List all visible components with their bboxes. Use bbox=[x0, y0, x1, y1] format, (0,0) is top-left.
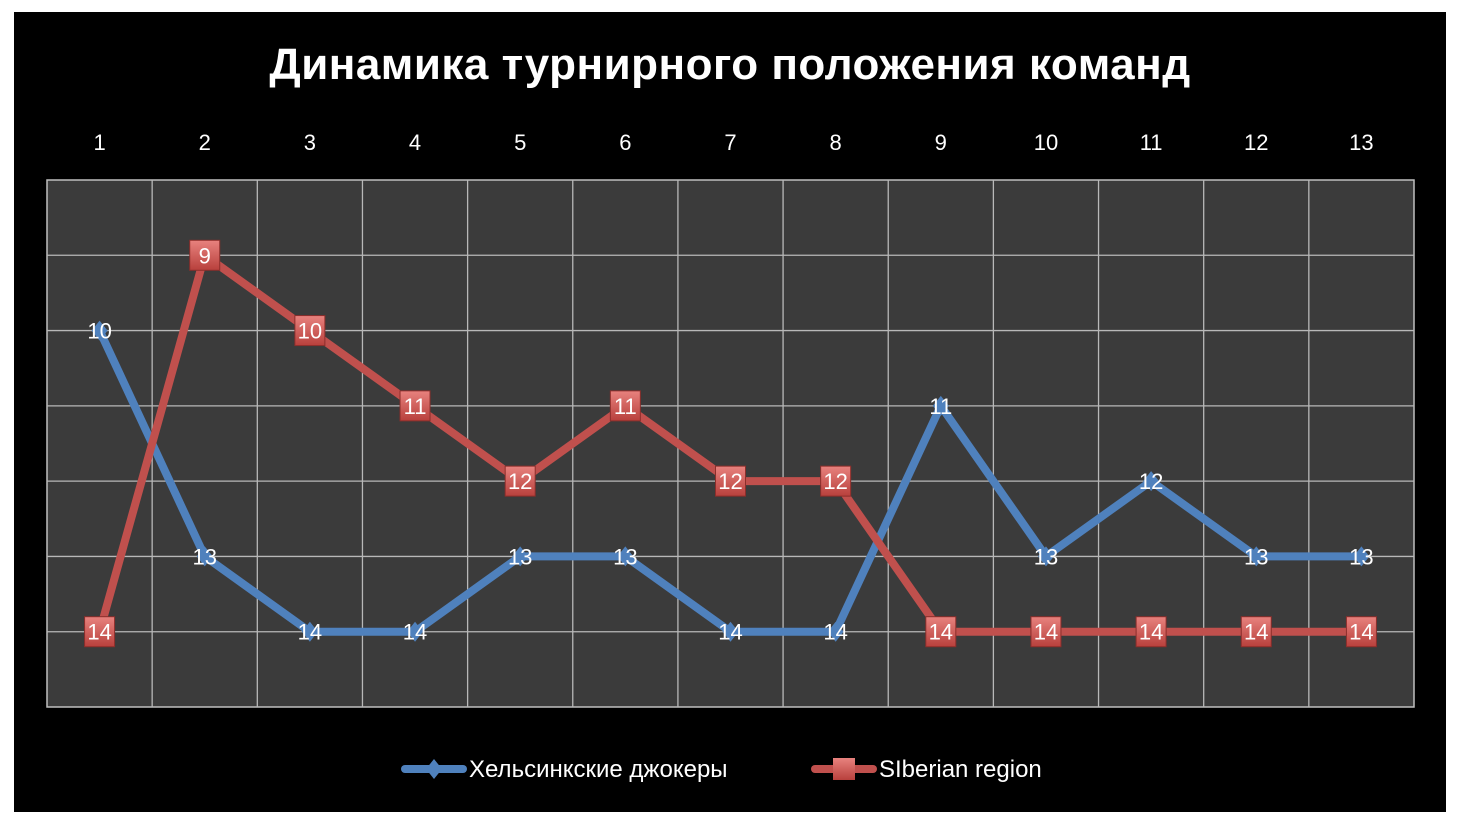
data-label: 14 bbox=[403, 620, 427, 645]
data-label: 12 bbox=[718, 469, 742, 494]
data-label: 14 bbox=[1139, 620, 1163, 645]
data-point-marker bbox=[301, 621, 318, 642]
data-point-marker bbox=[617, 546, 634, 567]
data-point-marker bbox=[504, 465, 536, 497]
legend-marker bbox=[833, 758, 855, 780]
legend-label: Хельсинкские джокеры bbox=[469, 756, 728, 783]
data-label: 13 bbox=[192, 544, 216, 569]
data-label: 14 bbox=[1349, 620, 1373, 645]
x-tick-label: 2 bbox=[199, 130, 211, 155]
data-point-marker bbox=[407, 621, 424, 642]
data-point-marker bbox=[1143, 471, 1160, 492]
data-label: 10 bbox=[298, 319, 322, 344]
x-tick-label: 4 bbox=[409, 130, 421, 155]
x-tick-label: 3 bbox=[304, 130, 316, 155]
series-1-markers: 10 13 14 14 13 13 14 14 11 13 12 13 13 bbox=[87, 319, 1373, 645]
data-point-marker bbox=[91, 320, 108, 341]
data-point-marker bbox=[1353, 546, 1370, 567]
data-point-marker bbox=[1240, 616, 1272, 648]
data-label: 13 bbox=[1349, 544, 1373, 569]
legend-item: Хельсинкские джокеры bbox=[401, 756, 728, 783]
data-point-marker bbox=[715, 465, 746, 497]
data-label: 14 bbox=[1244, 620, 1268, 645]
data-label: 12 bbox=[1139, 469, 1163, 494]
data-label: 14 bbox=[929, 620, 953, 645]
data-point-marker bbox=[189, 239, 221, 271]
data-point-marker bbox=[932, 395, 949, 416]
data-point-marker bbox=[1345, 616, 1377, 648]
data-point-marker bbox=[84, 616, 116, 648]
data-label: 14 bbox=[298, 620, 322, 645]
data-point-marker bbox=[722, 621, 739, 642]
legend-label: SIberian region bbox=[879, 756, 1042, 783]
data-point-marker bbox=[1037, 546, 1054, 567]
x-tick-label: 8 bbox=[830, 130, 842, 155]
x-tick-label: 13 bbox=[1349, 130, 1373, 155]
data-label: 11 bbox=[614, 394, 637, 419]
x-tick-label: 7 bbox=[724, 130, 736, 155]
plot-area bbox=[46, 179, 1415, 708]
x-tick-label: 1 bbox=[93, 130, 105, 155]
legend-item: SIberian region bbox=[811, 756, 1042, 783]
data-label: 12 bbox=[508, 469, 532, 494]
data-point-marker bbox=[925, 616, 957, 648]
data-point-marker bbox=[827, 621, 844, 642]
data-label: 10 bbox=[87, 319, 111, 344]
x-tick-label: 11 bbox=[1140, 130, 1163, 155]
data-label: 13 bbox=[508, 544, 532, 569]
data-point-marker bbox=[294, 315, 326, 347]
data-point-marker bbox=[1030, 616, 1062, 648]
data-label: 9 bbox=[199, 243, 211, 268]
series-2-markers: 14 9 10 11 12 11 12 12 14 14 14 14 14 bbox=[84, 239, 1377, 648]
data-point-marker bbox=[1135, 616, 1167, 648]
data-point-marker bbox=[820, 465, 852, 497]
data-point-marker bbox=[196, 546, 213, 567]
data-label: 13 bbox=[1034, 544, 1058, 569]
data-label: 12 bbox=[823, 469, 847, 494]
data-label: 13 bbox=[1244, 544, 1268, 569]
data-point-marker bbox=[1248, 546, 1265, 567]
data-label: 14 bbox=[718, 620, 742, 645]
data-point-marker bbox=[512, 546, 529, 567]
x-axis-tick-labels: 1 2 3 4 5 6 7 8 9 10 11 12 13 bbox=[93, 130, 1373, 155]
x-tick-label: 12 bbox=[1244, 130, 1268, 155]
x-tick-label: 10 bbox=[1034, 130, 1058, 155]
data-point-marker bbox=[399, 390, 431, 422]
legend-marker bbox=[426, 759, 442, 779]
data-label: 14 bbox=[1034, 620, 1058, 645]
x-tick-label: 9 bbox=[935, 130, 947, 155]
legend: Хельсинкские джокеры SIberian region bbox=[401, 756, 1042, 783]
x-tick-label: 6 bbox=[619, 130, 631, 155]
chart-title: Динамика турнирного положения команд bbox=[269, 40, 1191, 89]
x-tick-label: 5 bbox=[514, 130, 526, 155]
data-label: 11 bbox=[404, 394, 427, 419]
data-label: 11 bbox=[929, 394, 952, 419]
data-label: 13 bbox=[613, 544, 637, 569]
data-point-marker bbox=[609, 390, 641, 422]
data-label: 14 bbox=[823, 620, 847, 645]
data-label: 14 bbox=[87, 620, 111, 645]
